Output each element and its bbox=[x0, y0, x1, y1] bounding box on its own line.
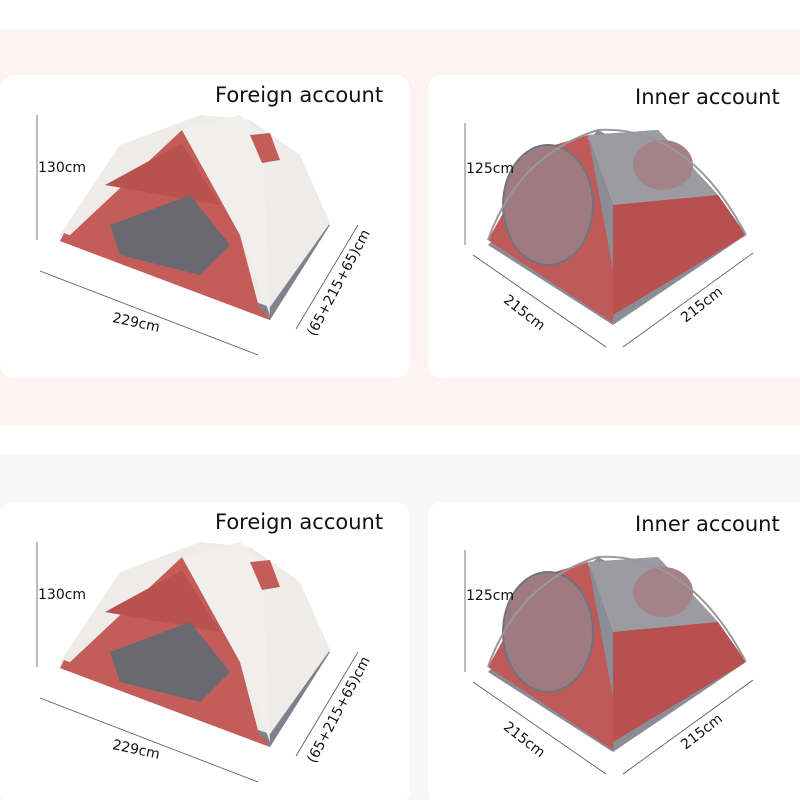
inner-title: Inner account bbox=[635, 85, 780, 109]
inner-tent-image bbox=[464, 123, 754, 348]
inner-title: Inner account bbox=[635, 512, 780, 536]
outer-tent-card: Foreign account 130cm 229cm (65+215+65)cm bbox=[0, 502, 410, 805]
panel-bottom: Foreign account 130cm 229cm (65+215+65)cm I… bbox=[0, 502, 800, 812]
outer-tent-image bbox=[36, 115, 359, 356]
outer-title: Foreign account bbox=[215, 510, 384, 534]
outer-title: Foreign account bbox=[215, 83, 384, 107]
outer-tent-card: Foreign account 130cm 229cm (65+215+65)cm bbox=[0, 75, 410, 378]
inner-height-label: 125cm bbox=[466, 161, 515, 177]
outer-tent-image bbox=[36, 542, 359, 783]
inner-tent-image bbox=[464, 550, 754, 775]
outer-height-label: 130cm bbox=[38, 587, 87, 603]
inner-height-label: 125cm bbox=[466, 588, 515, 604]
outer-height-label: 130cm bbox=[38, 160, 87, 176]
inner-tent-card: Inner account 125cm 215cm 215cm bbox=[428, 502, 800, 805]
panel-top: Foreign account 130cm 229cm (65+215+65)cm I… bbox=[0, 75, 800, 385]
inner-tent-card: Inner account 125cm 215cm 215cm bbox=[428, 75, 800, 378]
